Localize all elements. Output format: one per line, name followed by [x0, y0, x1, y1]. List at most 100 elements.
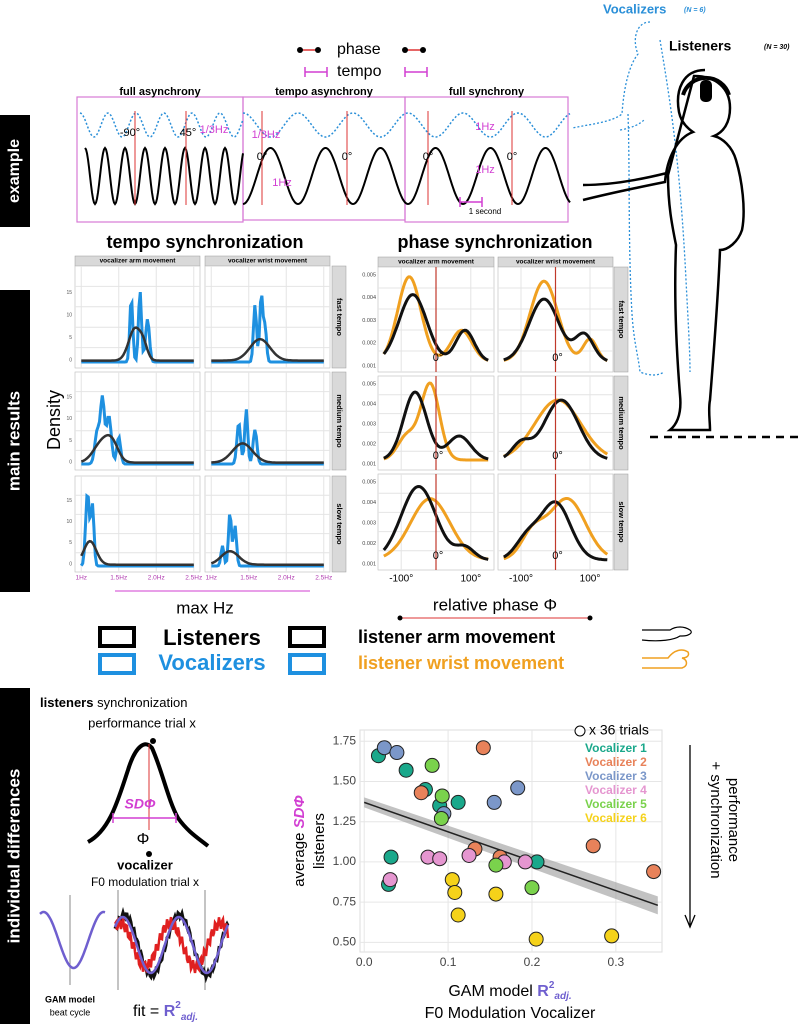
legend-entry: Vocalizer 3	[585, 769, 647, 783]
side-tab-label: individual differences	[4, 769, 23, 944]
strip-label: vocalizer wrist movement	[228, 258, 308, 265]
performance-curve	[86, 742, 210, 848]
point	[524, 880, 540, 896]
axis-label: relative phase Φ	[433, 595, 557, 614]
text-part: R	[537, 983, 549, 1000]
strip	[613, 473, 629, 571]
phase-icon	[402, 47, 408, 53]
y-tick-label: 0.002	[362, 441, 376, 447]
point	[585, 838, 601, 854]
y-tick-label: 0	[69, 561, 72, 567]
zero-label: 0°	[433, 550, 444, 562]
side-note: + synchronization	[707, 761, 724, 878]
listener-density	[80, 433, 194, 464]
legend-swatch	[98, 626, 136, 648]
y-tick-label: 0.005	[362, 381, 376, 387]
zero-label: 0°	[552, 450, 563, 462]
legend-entry: Vocalizer 5	[585, 797, 647, 811]
strip-label: slow tempo	[617, 501, 626, 543]
point	[528, 931, 544, 947]
strip	[613, 375, 629, 471]
gam-label: GAM model	[45, 994, 95, 1004]
y-tick-label: 0.001	[362, 461, 376, 467]
y-tick-label: 15	[66, 395, 72, 401]
vocalizer-dot	[146, 851, 152, 857]
listeners-n: (N = 30)	[764, 44, 790, 51]
vocalizer-density	[81, 291, 194, 364]
phase-icon	[420, 47, 426, 53]
section-title: tempo synchronization	[106, 232, 303, 252]
legend-swatch	[288, 626, 326, 648]
sd-label: SDΦ	[125, 796, 156, 812]
point	[432, 851, 448, 867]
vocalizers-label: Vocalizers	[603, 1, 666, 16]
x-tick-label: -100°	[389, 574, 413, 585]
vocalizer-label: vocalizer	[117, 857, 173, 872]
f0-wave	[113, 914, 230, 974]
x-tick-label: 0.0	[356, 955, 373, 969]
legend-text: listener arm movement	[358, 627, 555, 647]
y-tick-label: 0.001	[362, 561, 376, 567]
example-label: 45°	[180, 127, 197, 139]
strip-label: medium tempo	[617, 396, 626, 450]
x-tick-label: 2.0Hz	[278, 575, 295, 582]
point	[486, 794, 502, 810]
point	[434, 788, 450, 804]
y-tick-label: 15	[66, 290, 72, 296]
vocalizers-n: (N = 6)	[684, 7, 706, 14]
point	[510, 780, 526, 796]
x-tick-label: 1.5Hz	[110, 575, 127, 582]
x-tick-label: 2.5Hz	[315, 575, 332, 582]
point	[398, 762, 414, 778]
strip-label: medium tempo	[335, 394, 344, 448]
tempo-icon	[404, 67, 428, 77]
example-label: 0°	[257, 151, 268, 163]
listener-density	[210, 549, 324, 566]
text-part: listeners	[40, 695, 93, 710]
point	[475, 740, 491, 756]
x-tick-label: 1.5Hz	[240, 575, 257, 582]
x-tick-label: 0.3	[608, 955, 625, 969]
y-tick-label: 0.004	[362, 295, 376, 301]
y-axis-label: listeners	[311, 813, 328, 869]
y-tick-label: 15	[66, 498, 72, 504]
y-tick-label: 10	[66, 519, 72, 525]
strip	[331, 265, 347, 369]
y-tick-label: 0.50	[333, 935, 357, 949]
trend-line	[363, 801, 659, 907]
point	[389, 745, 405, 761]
axis-bar	[587, 615, 593, 621]
legend-swatch	[288, 653, 326, 675]
text-part: average	[291, 828, 308, 886]
point	[376, 740, 392, 756]
y-tick-label: 10	[66, 416, 72, 422]
performance-arrow	[684, 745, 696, 929]
text-part: 2	[549, 980, 555, 991]
text-part: 2	[175, 1000, 181, 1011]
example-box	[242, 96, 406, 221]
text-part: adj.	[554, 991, 571, 1002]
x-tick-label: -100°	[509, 574, 533, 585]
heading: performance trial x	[88, 715, 196, 730]
y-tick-label: 1.50	[333, 774, 357, 788]
gam-wave	[113, 915, 230, 975]
vocalizer-wave	[79, 112, 571, 138]
side-tab-label: example	[6, 139, 23, 203]
vocalizer-density	[211, 514, 324, 568]
point	[646, 864, 662, 880]
example-label: 0°	[423, 151, 434, 163]
peak-dot	[150, 738, 156, 744]
axis-label: max Hz	[176, 598, 234, 617]
listener-density	[81, 326, 194, 362]
text-part: fit =	[133, 1003, 164, 1020]
x-axis-label: GAM model R2adj.	[448, 980, 571, 1002]
fit-label: fit = R2adj.	[133, 1000, 198, 1023]
point	[488, 857, 504, 873]
hand-icon	[641, 626, 692, 642]
legend-entry: Vocalizer 4	[585, 783, 647, 797]
zero-label: 0°	[433, 352, 444, 364]
point	[433, 810, 449, 826]
y-tick-label: 0.003	[362, 520, 376, 526]
point	[413, 785, 429, 801]
